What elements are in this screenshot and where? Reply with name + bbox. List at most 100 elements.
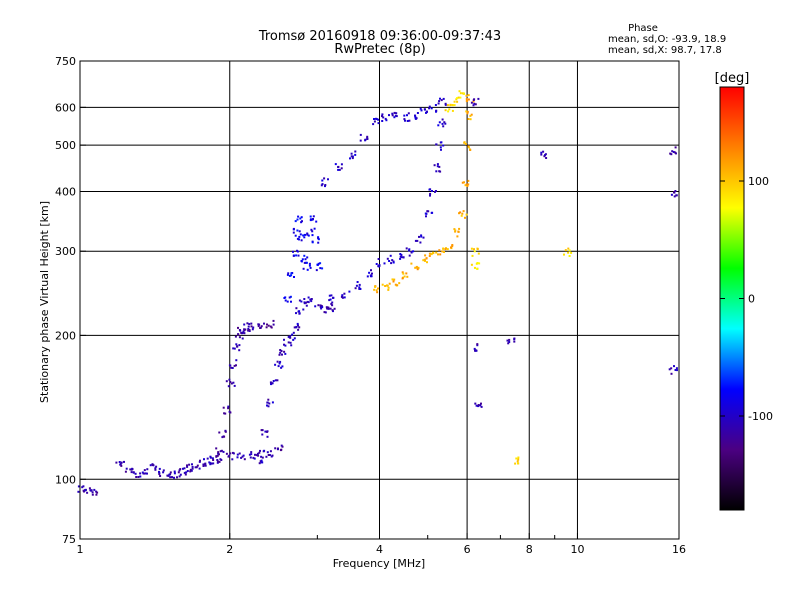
data-point — [292, 228, 295, 231]
data-point — [250, 325, 253, 328]
data-point — [256, 454, 258, 457]
series-spurious-echoes — [470, 97, 678, 408]
data-point — [434, 104, 437, 106]
data-point — [370, 275, 373, 278]
data-point — [310, 298, 313, 301]
data-point — [233, 347, 236, 350]
data-point — [281, 365, 284, 368]
data-point — [305, 304, 308, 307]
data-point — [266, 323, 268, 326]
data-points — [77, 90, 678, 496]
data-point — [416, 239, 419, 242]
data-point — [228, 454, 231, 457]
data-point — [351, 155, 354, 158]
data-point — [300, 216, 303, 219]
data-point — [268, 402, 271, 405]
data-point — [475, 404, 478, 407]
data-point — [323, 177, 326, 180]
data-point — [396, 284, 399, 287]
data-point — [464, 184, 467, 187]
data-point — [377, 122, 380, 125]
data-point — [132, 471, 135, 474]
data-point — [343, 292, 346, 295]
data-point — [260, 325, 263, 328]
data-point — [354, 287, 357, 290]
data-point — [300, 260, 303, 263]
data-point — [233, 364, 236, 367]
data-point — [151, 464, 154, 466]
y-tick-label: 400 — [55, 185, 76, 198]
data-point — [417, 266, 420, 269]
data-point — [220, 449, 223, 452]
x-tick-label: 1 — [77, 543, 84, 556]
data-point — [278, 362, 281, 365]
data-point — [408, 248, 411, 251]
data-point — [232, 381, 235, 384]
data-point — [158, 471, 161, 474]
data-point — [310, 228, 313, 231]
data-point — [292, 250, 294, 253]
data-point — [182, 467, 184, 470]
data-point — [303, 261, 306, 264]
data-point — [515, 457, 518, 460]
data-point — [544, 153, 547, 156]
data-point — [408, 254, 411, 257]
data-point — [313, 227, 316, 230]
data-point — [311, 230, 314, 233]
data-point — [301, 258, 304, 261]
data-point — [332, 296, 335, 299]
data-point — [465, 94, 468, 97]
data-point — [408, 249, 410, 252]
data-point — [185, 471, 188, 474]
data-point — [137, 476, 140, 478]
data-point — [178, 469, 181, 472]
data-point — [183, 467, 186, 470]
data-point — [433, 164, 436, 167]
data-point — [159, 475, 162, 477]
data-point — [404, 119, 406, 122]
data-point — [224, 430, 227, 432]
data-point — [291, 333, 294, 336]
data-point — [286, 273, 289, 276]
data-point — [266, 451, 269, 454]
data-point — [186, 470, 189, 472]
data-point — [441, 118, 444, 121]
data-point — [416, 112, 419, 114]
data-point — [295, 254, 298, 257]
colorbar-tick-label: 0 — [748, 293, 755, 306]
data-point — [386, 284, 388, 287]
data-point — [470, 113, 473, 116]
data-point — [475, 262, 478, 265]
data-point — [449, 103, 452, 106]
y-tick-label: 200 — [55, 329, 76, 342]
data-point — [307, 301, 310, 304]
data-point — [77, 485, 80, 488]
data-point — [139, 472, 142, 475]
data-point — [131, 467, 134, 470]
data-point — [465, 98, 468, 100]
data-point — [381, 113, 384, 116]
data-point — [225, 452, 228, 455]
data-point — [289, 341, 292, 344]
data-point — [385, 119, 388, 122]
data-point — [290, 344, 293, 347]
data-point — [280, 350, 283, 352]
data-point — [422, 259, 425, 262]
data-point — [466, 185, 469, 187]
data-point — [243, 458, 246, 461]
data-point — [325, 306, 328, 309]
data-point — [372, 123, 375, 126]
data-point — [394, 283, 397, 286]
data-point — [86, 491, 89, 494]
data-point — [324, 184, 327, 186]
data-point — [461, 181, 464, 184]
data-point — [464, 142, 467, 145]
data-point — [250, 322, 253, 325]
data-point — [82, 485, 85, 488]
data-point — [259, 326, 262, 329]
data-point — [381, 283, 384, 286]
data-point — [399, 253, 402, 255]
data-point — [211, 457, 214, 460]
data-point — [303, 254, 306, 257]
data-point — [439, 146, 442, 149]
